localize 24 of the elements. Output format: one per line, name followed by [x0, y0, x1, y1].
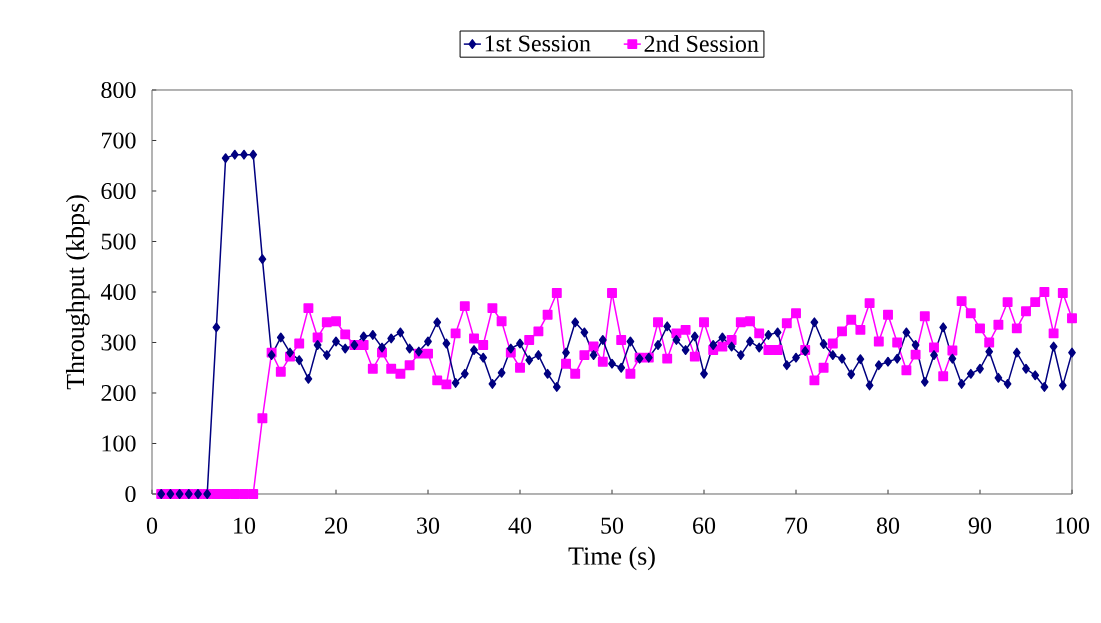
y-tick-label: 200 — [101, 384, 136, 402]
y-tick-label: 800 — [101, 81, 136, 99]
x-tick-label: 100 — [1056, 517, 1090, 534]
x-tick-label: 10 — [234, 517, 256, 534]
y-tick-label: 300 — [101, 334, 136, 351]
x-axis-title: Time (s) — [568, 546, 655, 571]
x-tick-label: 20 — [325, 517, 348, 534]
y-tick-label: 0 — [125, 485, 136, 503]
y-tick-label: 600 — [101, 182, 136, 200]
x-tick-label: 0 — [146, 517, 158, 534]
x-tick-label: 50 — [601, 517, 624, 534]
x-tick-label: 70 — [785, 517, 808, 534]
x-tick-label: 90 — [968, 517, 992, 534]
x-tick-label: 40 — [508, 517, 532, 534]
x-tick-label: 80 — [876, 517, 900, 534]
x-tick-label: 30 — [417, 517, 440, 534]
y-tick-label: 700 — [102, 132, 136, 149]
y-axis-title: Throughput (kbps) — [65, 195, 90, 390]
y-tick-label: 400 — [100, 283, 136, 301]
legend-label: 1st Session — [485, 35, 591, 52]
y-tick-label: 500 — [101, 233, 136, 250]
y-tick-label: 100 — [102, 435, 136, 452]
legend-label: 2nd Session — [644, 35, 759, 52]
x-tick-label: 60 — [693, 517, 716, 534]
